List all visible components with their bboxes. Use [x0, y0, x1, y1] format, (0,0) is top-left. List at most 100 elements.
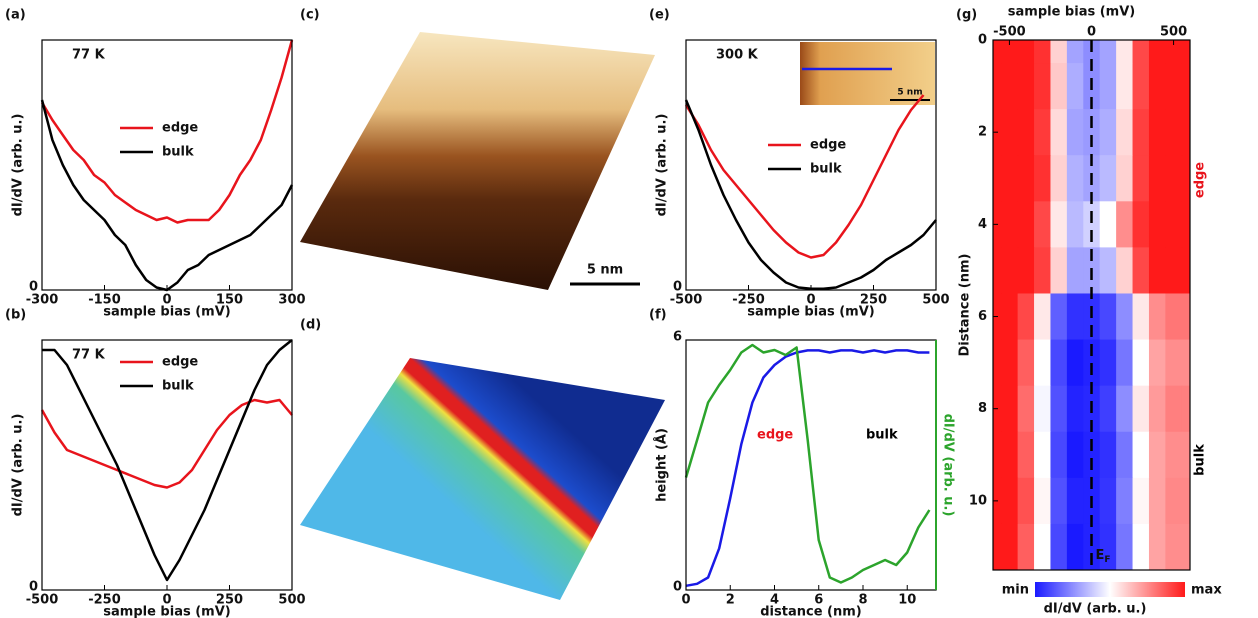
heatmap-cell	[1083, 339, 1101, 387]
heatmap-cell	[1148, 523, 1166, 570]
heatmap-cell	[1050, 523, 1068, 570]
colorbar-label: dI/dV (arb. u.)	[1044, 602, 1147, 617]
x-axis-label: distance (nm)	[760, 605, 861, 618]
y-tick-label: 4	[978, 217, 987, 232]
legend-label: edge	[162, 355, 198, 370]
x-tick-label: -500	[670, 293, 703, 308]
series-line	[685, 349, 930, 588]
heatmap-cell	[1050, 155, 1068, 202]
x-tick-label: 0	[162, 293, 171, 308]
heatmap-cell	[1165, 201, 1183, 248]
heatmap-cell	[1132, 109, 1150, 156]
heatmap-cell	[1165, 385, 1183, 433]
heatmap-cell	[1034, 385, 1051, 433]
x-tick-label: -300	[26, 293, 59, 308]
x-tick-label: 10	[898, 593, 916, 608]
x-axis-label: sample bias (mV)	[747, 305, 874, 320]
heatmap-cell	[1083, 523, 1101, 570]
heatmap-cell	[1066, 109, 1084, 156]
x-tick-label: 0	[681, 593, 690, 608]
heatmap-cell	[1050, 109, 1068, 156]
panel-label: (d)	[300, 318, 321, 333]
y-tick-label: 0	[978, 33, 987, 48]
legend-label: bulk	[162, 145, 194, 160]
heatmap-cell	[1181, 109, 1190, 156]
heatmap-cell	[993, 155, 1002, 202]
plot-frame	[685, 39, 937, 291]
y-axis-label: height (Å)	[654, 428, 670, 502]
heatmap-cell	[1066, 247, 1084, 294]
fermi-label: EF	[1096, 548, 1111, 565]
heatmap-cell	[1050, 201, 1068, 248]
heatmap-cell	[1132, 155, 1150, 202]
colorbar-tick-label: max	[1191, 583, 1222, 598]
heatmap-cell	[1050, 63, 1068, 110]
heatmap-cell	[1017, 63, 1035, 110]
x-tick-label: -250	[732, 293, 765, 308]
y-tick-label: 0	[673, 280, 682, 295]
heatmap-cell	[1017, 431, 1035, 479]
series-line	[42, 339, 293, 582]
heatmap-cell	[1148, 155, 1166, 202]
y-tick-label: 10	[969, 493, 987, 508]
heatmap-cell	[1001, 109, 1019, 156]
heatmap-cell	[1050, 293, 1068, 341]
plot-frame	[41, 39, 293, 291]
x-tick-label: 300	[278, 293, 305, 308]
heatmap-cell	[1132, 385, 1150, 433]
heatmap-cell	[1132, 40, 1150, 64]
heatmap-cell	[1001, 385, 1019, 433]
y-tick-label: 6	[978, 309, 987, 324]
heatmap-cell	[1148, 339, 1166, 387]
side-label: bulk	[1193, 444, 1208, 476]
heatmap-cell	[1099, 109, 1117, 156]
topography-image	[300, 32, 655, 290]
heatmap-cell	[1017, 247, 1035, 294]
heatmap-cell	[1181, 63, 1190, 110]
heatmap-cell	[1148, 431, 1166, 479]
heatmap-cell	[1083, 431, 1101, 479]
heatmap-cell	[1165, 40, 1183, 64]
panel-label: (f)	[649, 308, 667, 323]
series-line	[684, 99, 937, 291]
panel-label: (g)	[956, 8, 977, 23]
heatmap-cell	[1132, 63, 1150, 110]
heatmap-cell	[1001, 155, 1019, 202]
x-tick-label: 8	[858, 593, 867, 608]
heatmap-cell	[1181, 523, 1190, 570]
heatmap-cell	[1132, 431, 1150, 479]
y-tick-label: 8	[978, 401, 987, 416]
y-axis-label: dI/dV (arb. u.)	[11, 414, 26, 517]
heatmap-cell	[1050, 339, 1068, 387]
heatmap-cell	[993, 63, 1002, 110]
x-tick-label: 500	[1160, 25, 1187, 40]
heatmap-cell	[1066, 63, 1084, 110]
heatmap-cell	[1116, 523, 1134, 570]
inset-scale-label: 5 nm	[897, 88, 922, 98]
x-tick-label: 4	[770, 593, 779, 608]
heatmap-cell	[993, 523, 1002, 570]
annotation: edge	[757, 428, 793, 443]
series-line	[684, 343, 931, 584]
x-tick-label: 0	[1087, 25, 1096, 40]
heatmap-cell	[1066, 431, 1084, 479]
y-tick-label: 0	[29, 280, 38, 295]
heatmap-cell	[1099, 40, 1117, 64]
heatmap-cell	[1132, 477, 1150, 525]
heatmap-cell	[1017, 385, 1035, 433]
heatmap-cell	[1148, 385, 1166, 433]
annotation: bulk	[866, 428, 898, 443]
heatmap	[993, 40, 1190, 570]
heatmap-cell	[1034, 247, 1051, 294]
x-tick-label: 0	[162, 593, 171, 608]
heatmap-cell	[1099, 385, 1117, 433]
heatmap-cell	[1034, 201, 1051, 248]
heatmap-cell	[1165, 339, 1183, 387]
heatmap-cell	[1050, 40, 1068, 64]
heatmap-cell	[1148, 293, 1166, 341]
heatmap-cell	[993, 339, 1002, 387]
heatmap-cell	[1099, 431, 1117, 479]
heatmap-cell	[1050, 477, 1068, 525]
annotation: 300 K	[716, 48, 759, 63]
heatmap-cell	[1181, 201, 1190, 248]
